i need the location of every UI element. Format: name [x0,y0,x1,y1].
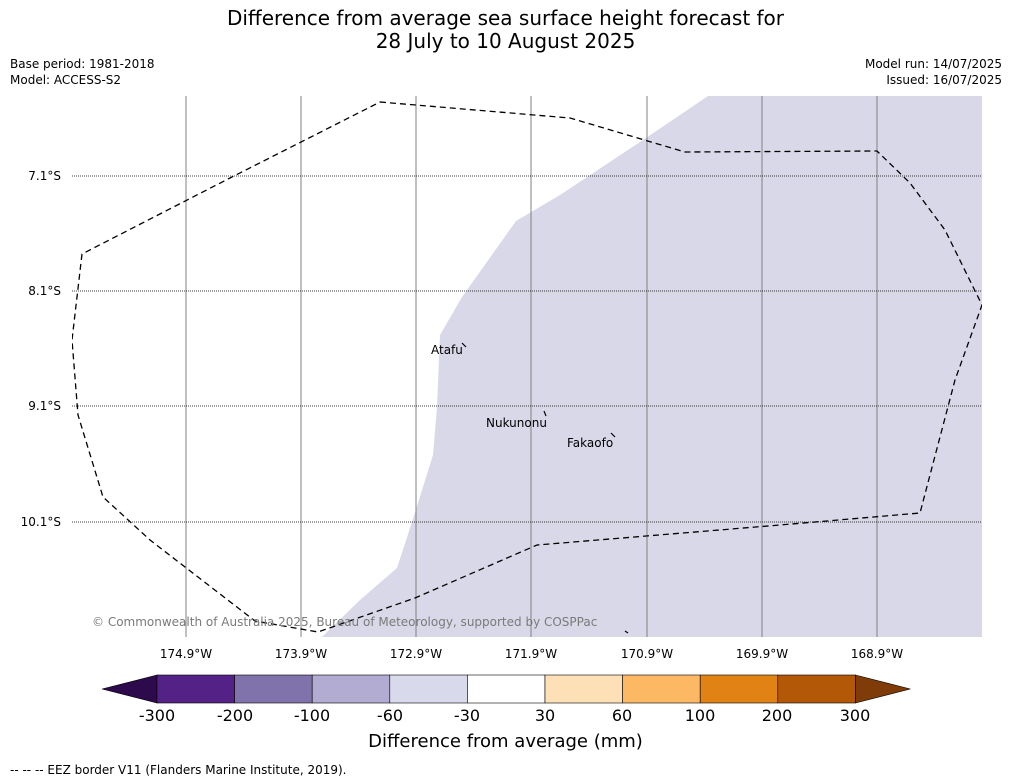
cb-tick-minus100: -100 [293,706,331,725]
lat-label-7-1: 7.1°S [28,169,61,183]
cb-tick-300: 300 [839,706,871,725]
place-atafu: Atafu [431,343,463,357]
eez-legend: -- -- -- EEZ border V11 (Flanders Marine… [10,763,347,777]
colorbar-segment [389,674,468,704]
colorbar-segment [156,674,235,704]
latitude-gridlines [72,175,982,523]
cb-tick-30: 30 [534,706,556,725]
colorbar-segment [544,674,623,704]
place-nukunonu: Nukunonu [486,416,547,430]
colorbar-segment [622,674,701,704]
lon-label-172-9: 172.9°W [389,647,443,661]
colorbar-segment [699,674,779,704]
cb-tick-100: 100 [684,706,716,725]
colorbar-segment [311,674,391,704]
lon-label-171-9: 171.9°W [504,647,558,661]
nukunonu-island-mark [543,410,547,417]
cb-tick-minus30: -30 [453,706,481,725]
lon-label-169-9: 169.9°W [735,647,789,661]
lat-label-9-1: 9.1°S [28,399,61,413]
base-period: Base period: 1981-2018 [10,57,155,71]
fakaofo-island-mark [610,432,616,438]
atafu-island-mark [461,342,467,348]
cb-tick-minus200: -200 [216,706,254,725]
lon-label-168-9: 168.9°W [850,647,904,661]
place-fakaofo: Fakaofo [567,436,614,450]
colorbar [101,674,911,704]
island-outlines [461,342,629,634]
chart-title-line2: 28 July to 10 August 2025 [375,29,636,53]
cb-tick-200: 200 [761,706,793,725]
colorbar-extend-low [101,674,158,704]
colorbar-segment [467,674,546,704]
issued-date: Issued: 16/07/2025 [886,73,1002,87]
chart-title-line1: Difference from average sea surface heig… [226,6,785,30]
swains-island-mark [624,630,629,634]
cb-tick-minus60: -60 [376,706,404,725]
longitude-gridlines [185,96,878,637]
lon-label-170-9: 170.9°W [620,647,674,661]
model-name: Model: ACCESS-S2 [10,73,122,87]
model-run: Model run: 14/07/2025 [864,57,1002,71]
cb-tick-60: 60 [611,706,633,725]
copyright-notice: © Commonwealth of Australia 2025, Bureau… [92,615,598,629]
colorbar-segment [234,674,313,704]
lon-label-173-9: 173.9°W [274,647,328,661]
eez-border [72,101,982,633]
colorbar-segment [777,674,856,704]
sea-height-anomaly-area [322,96,982,637]
lat-label-10-1: 10.1°S [20,515,61,529]
colorbar-extend-high [855,674,911,704]
cb-tick-minus300: -300 [138,706,176,725]
lon-label-174-9: 174.9°W [159,647,213,661]
colorbar-title: Difference from average (mm) [368,731,643,752]
lat-label-8-1: 8.1°S [28,284,61,298]
